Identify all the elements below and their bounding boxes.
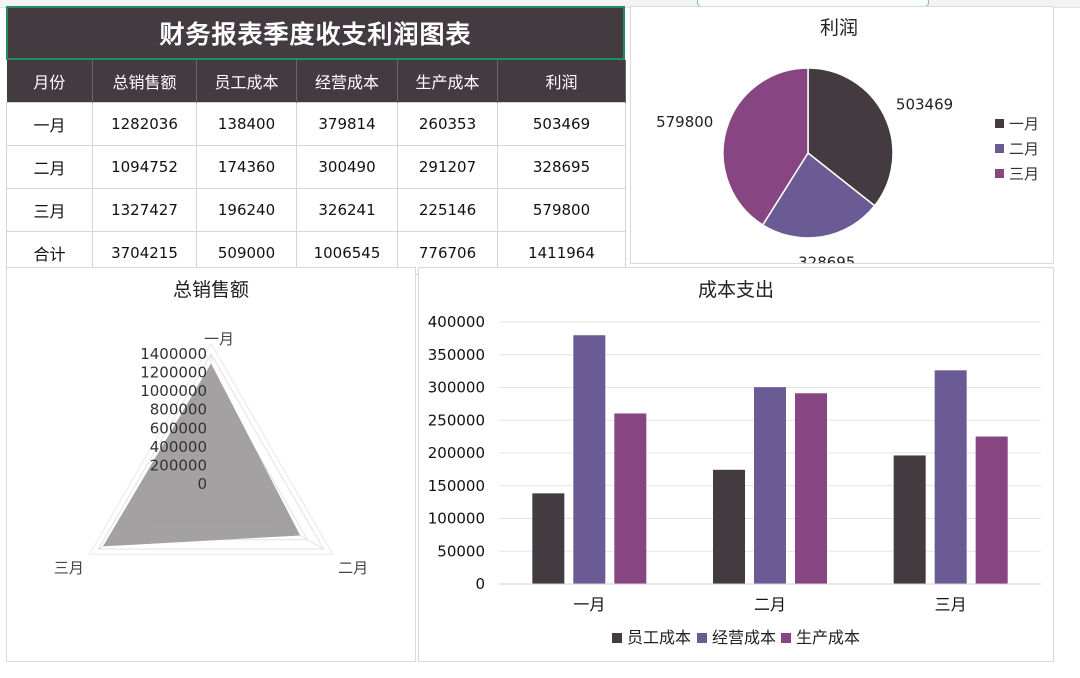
pie-data-label: 328695 bbox=[798, 253, 855, 263]
table-cell[interactable]: 1282036 bbox=[92, 102, 197, 146]
table-cell[interactable]: 291207 bbox=[397, 145, 498, 189]
table-cell[interactable]: 579800 bbox=[497, 188, 626, 232]
table-cell[interactable]: 503469 bbox=[497, 102, 626, 146]
table-header-row: 月份 总销售额 员工成本 经营成本 生产成本 利润 bbox=[6, 60, 626, 103]
table-cell[interactable]: 260353 bbox=[397, 102, 498, 146]
table-cell[interactable]: 196240 bbox=[196, 188, 297, 232]
radar-category-label: 三月 bbox=[54, 559, 84, 577]
header-profit[interactable]: 利润 bbox=[497, 60, 626, 103]
radar-series-area[interactable] bbox=[102, 363, 301, 547]
table-row: 二月 1094752 174360 300490 291207 328695 bbox=[6, 145, 626, 189]
y-tick-label: 100000 bbox=[428, 510, 485, 528]
table-cell[interactable]: 1327427 bbox=[92, 188, 197, 232]
radar-category-label: 二月 bbox=[338, 559, 368, 577]
pie-slice[interactable] bbox=[761, 151, 876, 239]
y-tick-label: 200000 bbox=[428, 444, 485, 462]
pie-data-label: 579800 bbox=[656, 113, 713, 131]
cost-bar-chart: 成本支出 0 50000 100000 150000 200000 250000 300000… bbox=[428, 279, 1041, 647]
legend-swatch bbox=[995, 119, 1004, 128]
radar-tick-label: 600000 bbox=[150, 419, 207, 437]
pie-title: 利润 bbox=[820, 17, 858, 39]
table-cell[interactable]: 二月 bbox=[6, 145, 93, 189]
pie-slice[interactable] bbox=[722, 67, 809, 226]
radar-tick-label: 1200000 bbox=[140, 364, 207, 382]
x-tick-label: 三月 bbox=[935, 595, 967, 614]
legend-swatch bbox=[995, 169, 1004, 178]
cost-bar-panel[interactable]: 成本支出 0 50000 100000 150000 200000 250000 300000… bbox=[418, 267, 1054, 662]
y-tick-label: 250000 bbox=[428, 411, 485, 429]
table-row: 一月 1282036 138400 379814 260353 503469 bbox=[6, 102, 626, 146]
legend-label: 一月 bbox=[1009, 115, 1039, 133]
bar[interactable] bbox=[573, 335, 606, 584]
radar-gridline bbox=[97, 353, 325, 550]
table-row: 三月 1327427 196240 326241 225146 579800 bbox=[6, 188, 626, 232]
legend-swatch bbox=[781, 633, 791, 643]
bar[interactable] bbox=[614, 413, 647, 584]
pie-slice[interactable] bbox=[807, 67, 894, 207]
bar[interactable] bbox=[893, 455, 926, 584]
table-cell[interactable]: 328695 bbox=[497, 145, 626, 189]
table-cell[interactable]: 一月 bbox=[6, 102, 93, 146]
table-cell[interactable]: 1094752 bbox=[92, 145, 197, 189]
radar-tick-label: 200000 bbox=[150, 456, 207, 474]
radar-tick-label: 800000 bbox=[150, 401, 207, 419]
profit-pie-panel[interactable]: 利润 503469 328695 579800 一月二月三月 bbox=[630, 6, 1054, 264]
finance-table: 月份 总销售额 员工成本 经营成本 生产成本 利润 一月 1282036 138… bbox=[6, 60, 626, 275]
radar-outer-ring bbox=[88, 342, 334, 555]
bar[interactable] bbox=[713, 469, 745, 584]
bar[interactable] bbox=[934, 370, 967, 584]
y-tick-label: 50000 bbox=[437, 542, 485, 560]
y-tick-label: 350000 bbox=[428, 346, 485, 364]
pie-data-label: 503469 bbox=[896, 96, 953, 114]
legend-label: 经营成本 bbox=[712, 628, 776, 647]
legend-swatch bbox=[697, 633, 707, 643]
legend-label: 三月 bbox=[1009, 165, 1039, 183]
legend-label: 员工成本 bbox=[627, 628, 691, 647]
radar-tick-label: 1400000 bbox=[140, 345, 207, 363]
header-total-sales[interactable]: 总销售额 bbox=[92, 60, 197, 103]
legend-swatch bbox=[612, 633, 622, 643]
legend-label: 生产成本 bbox=[796, 628, 860, 647]
y-tick-label: 150000 bbox=[428, 477, 485, 495]
bar[interactable] bbox=[532, 493, 565, 584]
radar-tick-label: 0 bbox=[197, 475, 207, 493]
y-tick-label: 0 bbox=[475, 575, 485, 593]
legend-label: 二月 bbox=[1009, 140, 1039, 158]
header-production-cost[interactable]: 生产成本 bbox=[397, 60, 498, 103]
bar[interactable] bbox=[754, 387, 786, 584]
table-cell[interactable]: 三月 bbox=[6, 188, 93, 232]
sales-radar-chart: 总销售额 020000040000060000080000010000001200… bbox=[54, 279, 368, 577]
y-tick-label: 300000 bbox=[428, 379, 485, 397]
bar[interactable] bbox=[795, 393, 827, 584]
radar-tick-label: 400000 bbox=[150, 438, 207, 456]
bar-title: 成本支出 bbox=[698, 279, 774, 301]
table-cell[interactable]: 326241 bbox=[296, 188, 398, 232]
header-staff-cost[interactable]: 员工成本 bbox=[196, 60, 297, 103]
table-cell[interactable]: 225146 bbox=[397, 188, 498, 232]
header-month[interactable]: 月份 bbox=[6, 60, 93, 103]
bar[interactable] bbox=[975, 436, 1008, 584]
table-cell[interactable]: 300490 bbox=[296, 145, 398, 189]
y-tick-label: 400000 bbox=[428, 313, 485, 331]
legend-swatch bbox=[995, 144, 1004, 153]
sales-radar-panel[interactable]: 总销售额 0 200000 400000 600000 800000 1000000 1200… bbox=[6, 267, 416, 662]
table-cell[interactable]: 138400 bbox=[196, 102, 297, 146]
report-title[interactable]: 财务报表季度收支利润图表 bbox=[6, 6, 625, 60]
table-cell[interactable]: 174360 bbox=[196, 145, 297, 189]
x-tick-label: 二月 bbox=[754, 595, 786, 614]
radar-category-label: 一月 bbox=[204, 330, 234, 348]
radar-title: 总销售额 bbox=[173, 279, 249, 301]
radar-tick-label: 1000000 bbox=[140, 382, 207, 400]
table-cell[interactable]: 379814 bbox=[296, 102, 398, 146]
x-tick-label: 一月 bbox=[573, 595, 605, 614]
header-operating-cost[interactable]: 经营成本 bbox=[296, 60, 398, 103]
